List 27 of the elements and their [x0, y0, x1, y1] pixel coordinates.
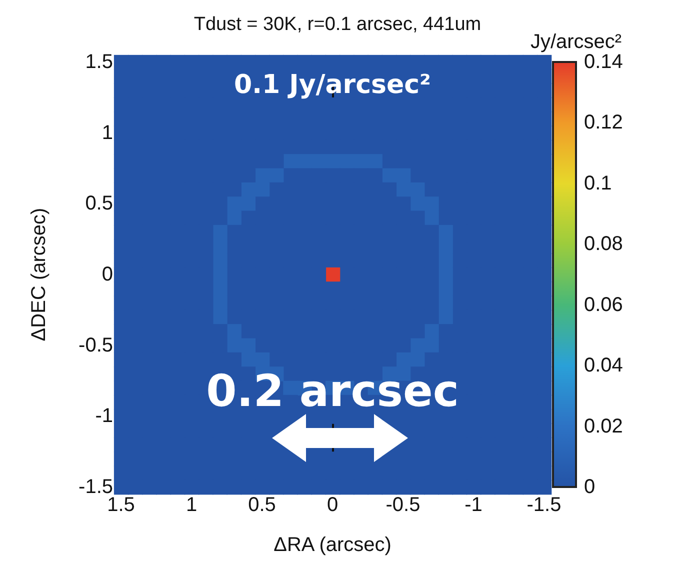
y-tick-label: -1 — [95, 405, 113, 428]
annotation: 0.1 Jy/arcsec² — [233, 70, 432, 102]
color-bar-label: 0.06 — [584, 294, 623, 316]
x-tick-label: 1 — [186, 494, 198, 516]
color-bar-label: 0.1 — [584, 172, 612, 194]
x-tick-label: -0.5 — [386, 494, 420, 516]
color-bar-label: 0.02 — [584, 415, 623, 438]
color-bar-label: 0.12 — [584, 112, 623, 134]
y-tick-label: 1 — [102, 122, 113, 144]
x-tick-label: -1 — [464, 494, 482, 516]
color-bar-label: 0 — [584, 476, 596, 498]
x-tick-label: 0.5 — [248, 494, 276, 516]
y-tick-label: 0.5 — [85, 192, 113, 215]
y-tick-label: -0.5 — [78, 334, 113, 356]
x-tick-label: 0 — [326, 494, 338, 516]
color-bar-label: 0.14 — [584, 51, 623, 73]
color-bar-label: 0.04 — [584, 354, 623, 377]
x-axis-title: ΔRA (arcsec) — [274, 534, 392, 556]
y-tick-label: 0 — [102, 264, 113, 286]
color-bar-title: Jy/arcsec² — [530, 31, 622, 54]
y-axis-title: ΔDEC (arcsec) — [28, 208, 50, 342]
x-tick-label: -1.5 — [526, 494, 562, 516]
y-tick-label: 1.5 — [85, 51, 113, 73]
chart-title: Tdust = 30K, r=0.1 arcsec, 441um — [194, 14, 482, 35]
annotation: 0.2 arcsec — [205, 366, 460, 419]
color-bar-label: 0.08 — [584, 233, 623, 256]
y-tick-label: -1.5 — [78, 476, 113, 498]
